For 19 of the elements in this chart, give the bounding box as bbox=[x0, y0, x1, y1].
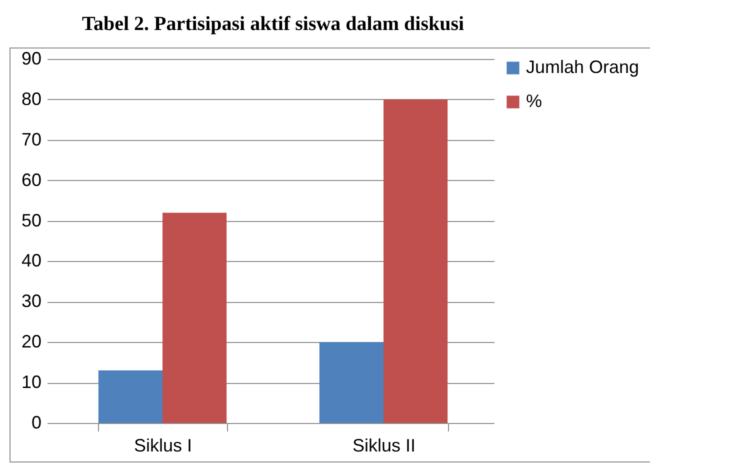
y-tick-label: 20 bbox=[21, 332, 42, 352]
bar bbox=[162, 212, 227, 423]
bar bbox=[384, 99, 448, 423]
y-tick-label: 90 bbox=[21, 48, 42, 68]
legend-label: Jumlah Orang bbox=[526, 57, 640, 77]
x-tick-label: Siklus II bbox=[352, 436, 416, 456]
y-tick-label: 30 bbox=[21, 291, 42, 312]
y-tick-label: 40 bbox=[21, 250, 42, 271]
y-tick-label: 50 bbox=[21, 210, 42, 230]
bar bbox=[319, 342, 384, 423]
y-tick-label: 70 bbox=[21, 129, 42, 150]
legend-label: % bbox=[526, 91, 542, 111]
y-tick-label: 60 bbox=[21, 170, 42, 190]
bar bbox=[98, 370, 162, 423]
y-tick-label: 10 bbox=[21, 372, 42, 392]
chart-title: Tabel 2. Partisipasi aktif siswa dalam diskusi bbox=[82, 13, 464, 35]
y-tick-label: 80 bbox=[21, 88, 42, 109]
x-tick-label: Siklus I bbox=[134, 436, 192, 456]
y-tick-label: 0 bbox=[31, 412, 42, 432]
